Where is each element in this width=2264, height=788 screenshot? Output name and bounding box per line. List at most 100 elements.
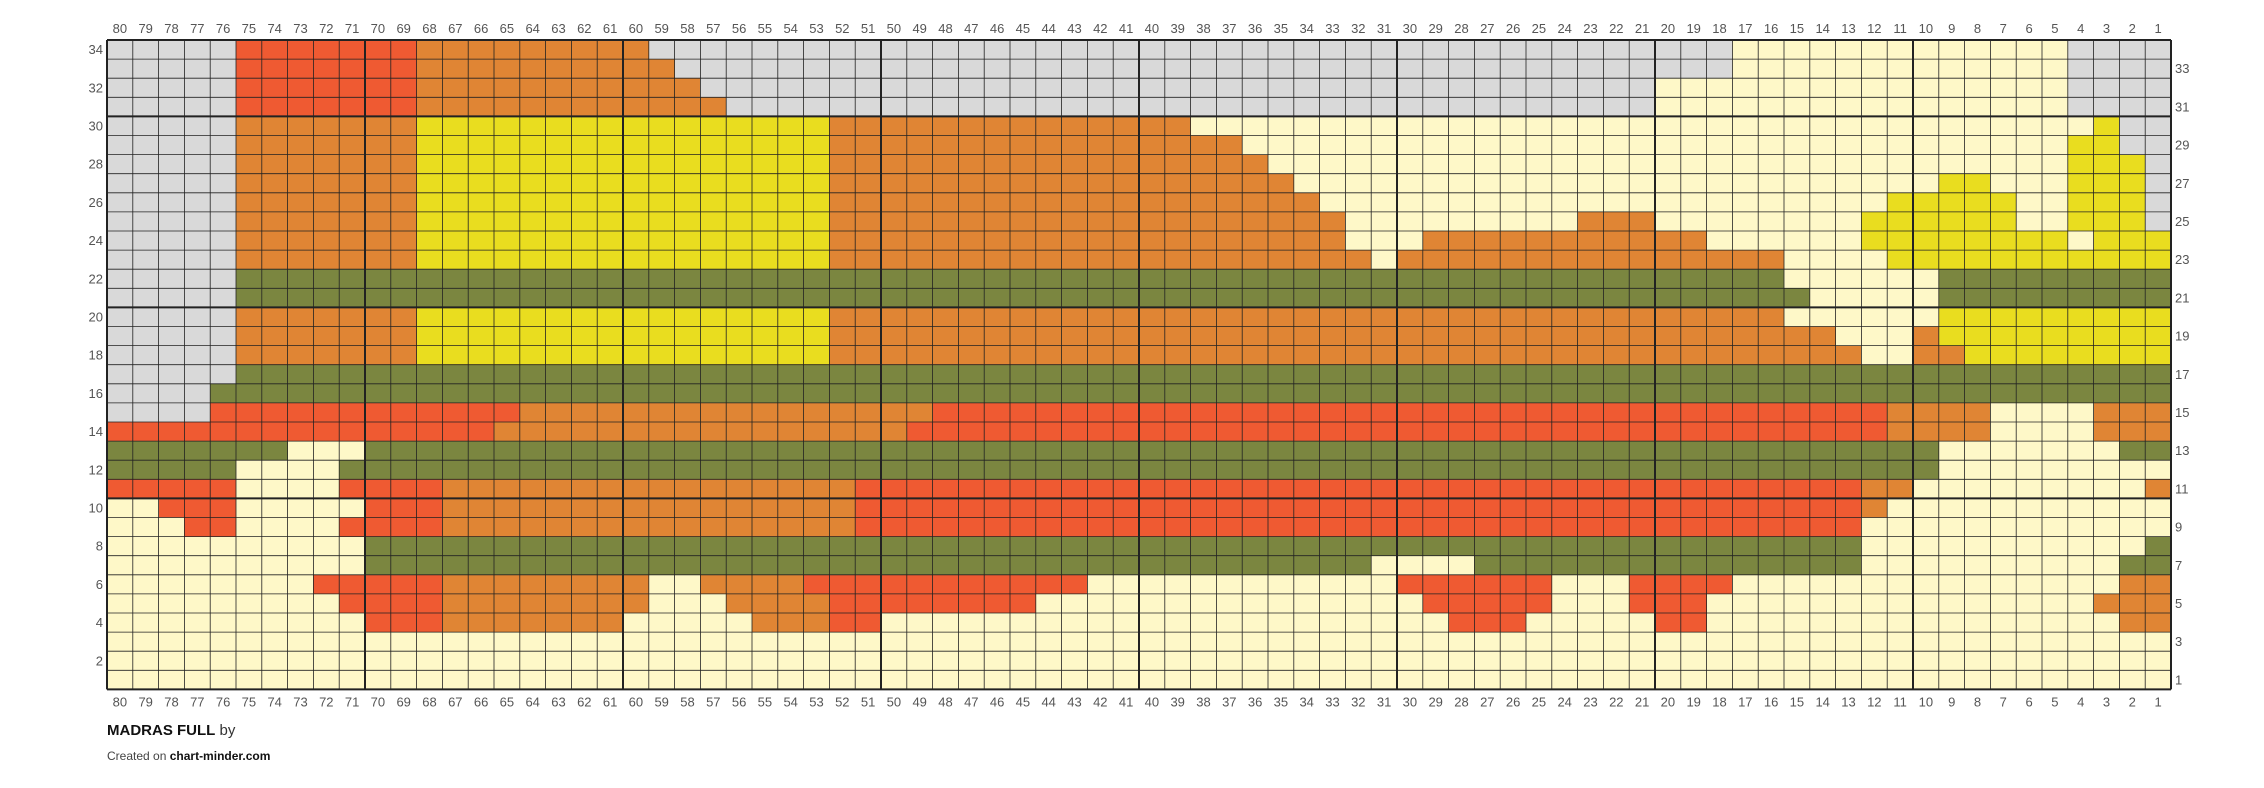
chart-cell xyxy=(287,651,314,671)
chart-cell xyxy=(184,326,211,346)
chart-cell xyxy=(597,231,623,251)
chart-cell xyxy=(1035,173,1062,193)
chart-cell xyxy=(1345,441,1372,461)
chart-cell xyxy=(597,536,623,556)
chart-cell xyxy=(1913,498,1939,518)
column-label-top: 32 xyxy=(1351,21,1365,36)
column-label-top: 75 xyxy=(242,21,256,36)
chart-cell xyxy=(700,59,727,79)
column-label-top: 64 xyxy=(525,21,539,36)
chart-cell xyxy=(2145,555,2171,575)
chart-cell xyxy=(1835,479,1862,499)
chart-cell xyxy=(184,479,211,499)
chart-cell xyxy=(571,364,598,384)
column-label-top: 59 xyxy=(654,21,668,36)
chart-cell xyxy=(1293,40,1320,60)
column-label-top: 5 xyxy=(2051,21,2058,36)
chart-cell xyxy=(1242,555,1268,575)
chart-cell xyxy=(1784,326,1810,346)
chart-cell xyxy=(1010,536,1036,556)
chart-cell xyxy=(1680,40,1707,60)
chart-cell xyxy=(1293,441,1320,461)
chart-cell xyxy=(855,116,881,136)
chart-cell xyxy=(1526,231,1552,251)
chart-cell xyxy=(1216,441,1243,461)
chart-cell xyxy=(2042,40,2068,60)
chart-cell xyxy=(261,574,288,594)
chart-cell xyxy=(1448,173,1475,193)
chart-cell xyxy=(2145,422,2171,442)
chart-cell xyxy=(752,307,778,327)
chart-cell xyxy=(2042,364,2068,384)
column-label-top: 1 xyxy=(2154,21,2161,36)
chart-cell xyxy=(1732,555,1759,575)
chart-cell xyxy=(1319,307,1346,327)
chart-cell xyxy=(1087,192,1114,212)
chart-cell xyxy=(158,250,185,270)
chart-cell xyxy=(597,498,623,518)
chart-cell xyxy=(1835,651,1862,671)
column-label-bottom: 49 xyxy=(912,694,926,709)
chart-cell xyxy=(1629,307,1655,327)
chart-cell xyxy=(2067,574,2094,594)
chart-cell xyxy=(1990,345,2017,365)
chart-cell xyxy=(648,498,675,518)
chart-cell xyxy=(545,345,572,365)
chart-cell xyxy=(1035,211,1062,231)
chart-cell xyxy=(1758,40,1784,60)
column-label-bottom: 28 xyxy=(1454,694,1468,709)
chart-cell xyxy=(829,307,856,327)
chart-cell xyxy=(1913,135,1939,155)
chart-cell xyxy=(648,383,675,403)
chart-cell xyxy=(494,441,520,461)
chart-cell xyxy=(1061,574,1088,594)
chart-cell xyxy=(2119,574,2146,594)
chart-cell xyxy=(571,192,598,212)
chart-cell xyxy=(545,364,572,384)
chart-cell xyxy=(1113,59,1139,79)
chart-cell xyxy=(184,288,211,308)
chart-cell xyxy=(1087,651,1114,671)
chart-cell xyxy=(236,536,262,556)
chart-cell xyxy=(1758,269,1784,289)
chart-cell xyxy=(545,154,572,174)
credit-site-link[interactable]: chart-minder.com xyxy=(169,749,271,763)
chart-cell xyxy=(623,498,649,518)
chart-cell xyxy=(1500,441,1526,461)
chart-cell xyxy=(313,441,340,461)
chart-cell xyxy=(1990,40,2017,60)
chart-cell xyxy=(1577,59,1604,79)
chart-cell xyxy=(1319,135,1346,155)
chart-cell xyxy=(1526,345,1552,365)
chart-cell xyxy=(1732,364,1759,384)
chart-cell xyxy=(1835,326,1862,346)
chart-cell xyxy=(1913,422,1939,442)
chart-cell xyxy=(829,116,856,136)
chart-cell xyxy=(648,173,675,193)
chart-cell xyxy=(107,364,133,384)
chart-cell xyxy=(132,555,159,575)
chart-cell xyxy=(545,383,572,403)
chart-cell xyxy=(906,97,933,117)
chart-cell xyxy=(726,231,752,251)
chart-cell xyxy=(1190,555,1217,575)
chart-cell xyxy=(1835,192,1862,212)
chart-cell xyxy=(1422,173,1449,193)
chart-cell xyxy=(1448,326,1475,346)
chart-cell xyxy=(1835,78,1862,98)
chart-cell xyxy=(803,59,830,79)
chart-cell xyxy=(1164,211,1191,231)
chart-cell xyxy=(958,192,985,212)
chart-cell xyxy=(545,574,572,594)
chart-cell xyxy=(1061,364,1088,384)
chart-cell xyxy=(1164,345,1191,365)
chart-cell xyxy=(881,479,907,499)
chart-cell xyxy=(1784,269,1810,289)
chart-cell xyxy=(2119,479,2146,499)
chart-cell xyxy=(494,593,520,613)
chart-cell xyxy=(1732,211,1759,231)
column-label-bottom: 35 xyxy=(1274,694,1288,709)
column-label-top: 15 xyxy=(1790,21,1804,36)
chart-cell xyxy=(1809,441,1836,461)
chart-cell xyxy=(1500,307,1526,327)
